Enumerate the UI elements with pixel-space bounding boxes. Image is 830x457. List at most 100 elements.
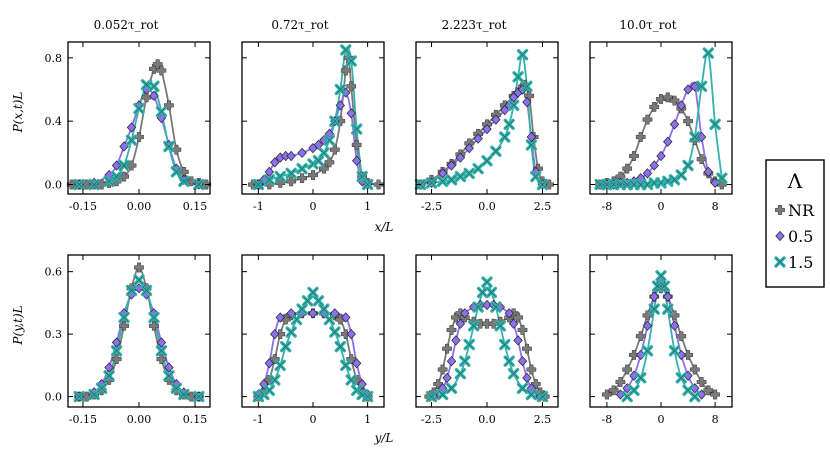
data-point-NR	[656, 94, 666, 104]
subplot-r2-c3: -2.5 0.0 2.5	[415, 254, 559, 426]
legend-title: Λ	[787, 169, 803, 193]
subplot-r1-c2: -1 0 1	[241, 41, 385, 213]
x-tick-label: -8	[602, 200, 613, 213]
y-tick-label: 0.4	[45, 115, 63, 128]
data-point-NR	[164, 100, 174, 111]
data-point-0.5	[270, 329, 280, 340]
data-point-NR	[696, 154, 707, 165]
data-point-NR	[683, 116, 693, 127]
x-tick-label: -0.15	[69, 200, 97, 213]
data-point-NR	[622, 364, 633, 375]
data-point-0.5	[649, 291, 659, 302]
subplot-grid: -0.15 0.00 0.150.00.40.8-1 0 1 -2.5 0.0 2.5 -8 0 8…	[45, 41, 733, 426]
data-point-0.5	[663, 136, 673, 147]
data-point-0.5	[669, 320, 680, 331]
x-tick-label: -1	[253, 413, 264, 426]
data-point-NR	[329, 144, 340, 155]
data-point-NR	[134, 262, 144, 273]
data-point-NR	[622, 163, 633, 174]
data-point-NR	[649, 102, 660, 112]
legend-marker-NR	[775, 205, 785, 215]
data-point-0.5	[696, 131, 707, 143]
x-tick-label: -2.5	[421, 413, 442, 426]
data-point-0.5	[451, 335, 461, 346]
x-tick-label: -8	[602, 413, 613, 426]
x-tick-label: 2.5	[534, 413, 552, 426]
x-tick-label: 0	[658, 413, 665, 426]
x-tick-label: -2.5	[421, 200, 442, 213]
legend-item-NR: NR	[775, 201, 815, 220]
column-title-1: 0.052τ_rot	[94, 18, 159, 32]
data-point-0.5	[642, 320, 653, 331]
data-point-0.5	[669, 119, 680, 130]
data-point-NR	[297, 173, 307, 184]
data-point-0.5	[482, 299, 492, 311]
y-label-bottom-row: P(y,t)L	[11, 305, 25, 345]
y-tick-label: 0.0	[45, 391, 63, 404]
data-point-NR	[635, 132, 646, 142]
series-line-1.5	[258, 46, 369, 186]
data-point-NR	[308, 170, 318, 180]
data-point-0.5	[473, 133, 483, 144]
legend-item-1.5: 1.5	[774, 253, 813, 272]
data-point-0.5	[346, 108, 356, 119]
data-point-0.5	[508, 318, 519, 329]
data-point-NR	[710, 389, 720, 400]
y-tick-label: 0.3	[45, 328, 63, 341]
series-line-0.5	[78, 287, 200, 398]
data-point-0.5	[656, 150, 666, 162]
data-point-0.5	[164, 362, 174, 373]
data-point-0.5	[513, 335, 523, 346]
data-point-NR	[615, 377, 626, 387]
data-point-0.5	[455, 318, 466, 329]
data-point-0.5	[437, 168, 448, 179]
data-point-NR	[442, 343, 452, 354]
data-point-0.5	[464, 142, 474, 154]
legend-label: 1.5	[788, 253, 813, 272]
data-point-0.5	[286, 150, 296, 162]
column-title-4: 10.0τ_rot	[619, 18, 676, 32]
data-point-NR	[676, 331, 687, 342]
data-point-0.5	[111, 337, 122, 348]
data-point-NR	[340, 65, 351, 76]
data-point-0.5	[703, 166, 714, 177]
subplot-r2-c4: -8 0 8	[589, 254, 733, 426]
data-point-NR	[178, 166, 189, 177]
data-point-0.5	[649, 160, 659, 171]
data-point-0.5	[460, 308, 470, 319]
data-point-0.5	[504, 308, 514, 319]
x-tick-label: 2.5	[534, 200, 552, 213]
data-point-NR	[689, 364, 700, 375]
y-tick-label: 0.0	[45, 179, 63, 192]
x-tick-label: 0.0	[478, 200, 496, 213]
data-point-NR	[629, 151, 639, 161]
series-line-NR	[71, 63, 207, 186]
data-point-0.5	[690, 81, 700, 92]
data-point-NR	[141, 92, 152, 103]
data-point-0.5	[517, 356, 528, 367]
data-point-NR	[351, 140, 362, 150]
data-point-0.5	[676, 100, 686, 111]
x-tick-label: 0.0	[478, 413, 496, 426]
data-point-NR	[642, 114, 653, 125]
series-line-NR	[606, 287, 716, 396]
x-tick-label: 1	[364, 200, 371, 213]
data-point-0.5	[264, 166, 274, 177]
data-point-0.5	[446, 356, 457, 367]
data-point-0.5	[104, 362, 114, 373]
data-point-0.5	[346, 329, 356, 340]
subplot-r1-c3: -2.5 0.0 2.5	[414, 41, 559, 213]
y-label-top-row: P(x,t)L	[11, 92, 25, 134]
data-point-0.5	[522, 97, 532, 108]
data-point-0.5	[149, 90, 159, 101]
data-point-NR	[530, 379, 541, 389]
data-point-0.5	[526, 131, 537, 143]
data-point-NR	[703, 385, 714, 396]
x-tick-label: -1	[253, 200, 264, 213]
data-point-0.5	[663, 291, 673, 302]
x-tick-label: 0	[310, 200, 317, 213]
subplot-r1-c4: -8 0 8	[589, 41, 733, 213]
data-point-0.5	[642, 168, 653, 179]
column-title-3: 2.223τ_rot	[442, 18, 507, 32]
